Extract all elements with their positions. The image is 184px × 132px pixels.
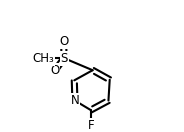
Text: CH₃: CH₃ — [32, 52, 54, 65]
Text: O: O — [50, 64, 59, 77]
Text: F: F — [87, 119, 94, 132]
Text: S: S — [61, 52, 68, 65]
Text: O: O — [59, 35, 68, 48]
Text: N: N — [70, 94, 79, 107]
